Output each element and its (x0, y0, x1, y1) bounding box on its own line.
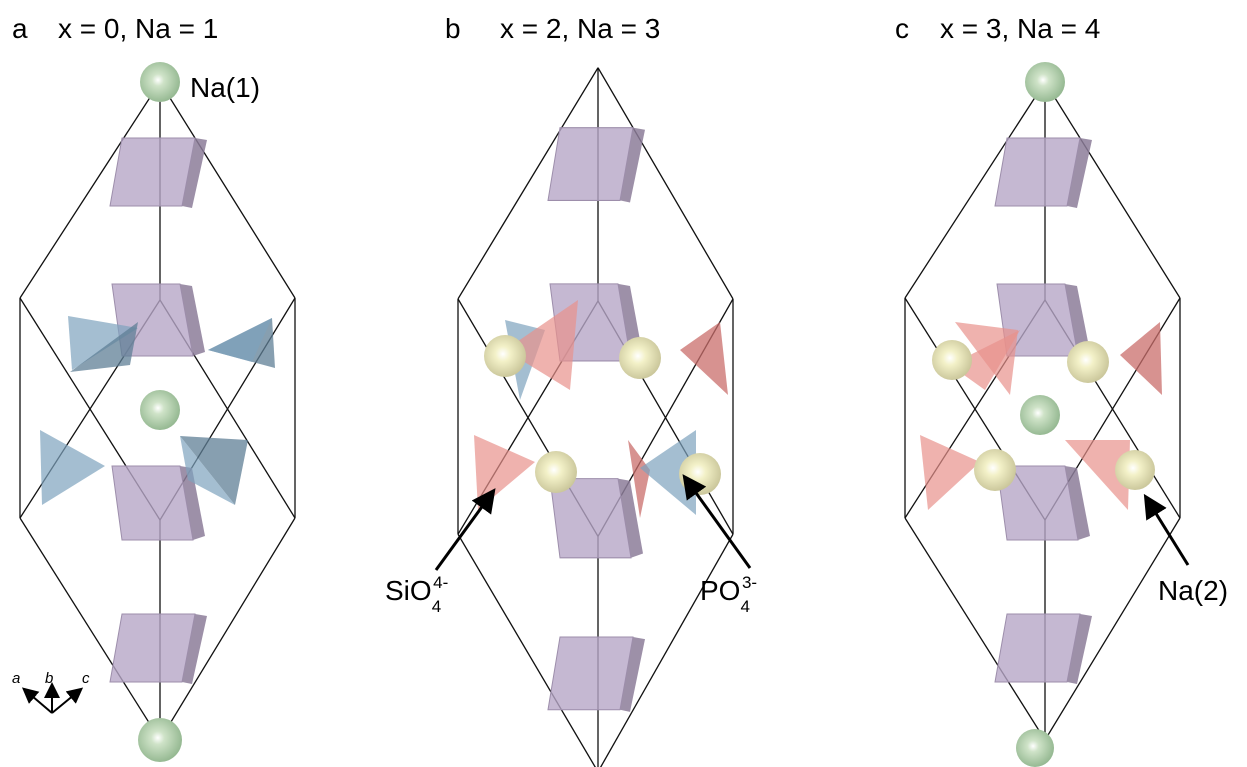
panel-title: x = 2, Na = 3 (500, 13, 660, 44)
panel-title: x = 3, Na = 4 (940, 13, 1100, 44)
formula: SiO (385, 575, 432, 606)
panel-letter: b (445, 13, 461, 44)
panel-a: a x = 0, Na = 1 Na(1) a b c (12, 13, 295, 762)
panel-letter: c (895, 13, 909, 44)
charge: 4- (433, 573, 448, 592)
axis-label: b (45, 670, 53, 687)
ion-label: PO4 3- (700, 573, 757, 616)
ion-label: SiO4 4- (385, 573, 448, 616)
panel-title: x = 0, Na = 1 (58, 13, 218, 44)
panel-letter: a (12, 13, 28, 44)
axis-label: c (82, 670, 90, 687)
panel-c: c x = 3, Na = 4 Na(2) (895, 13, 1228, 767)
figure: a x = 0, Na = 1 Na(1) a b c b x = 2, Na … (0, 0, 1247, 767)
page: a x = 0, Na = 1 Na(1) a b c b x = 2, Na … (0, 0, 1247, 767)
formula: PO (700, 575, 740, 606)
charge: 3- (742, 573, 757, 592)
panel-b: b x = 2, Na = 3 SiO44- PO43- (385, 13, 757, 767)
axis-label: a (12, 670, 20, 687)
subscript: 4 (740, 597, 749, 616)
axis-indicator: a b c (12, 670, 90, 713)
site-label: Na(2) (1158, 575, 1228, 606)
subscript: 4 (432, 597, 441, 616)
site-label: Na(1) (190, 72, 260, 103)
